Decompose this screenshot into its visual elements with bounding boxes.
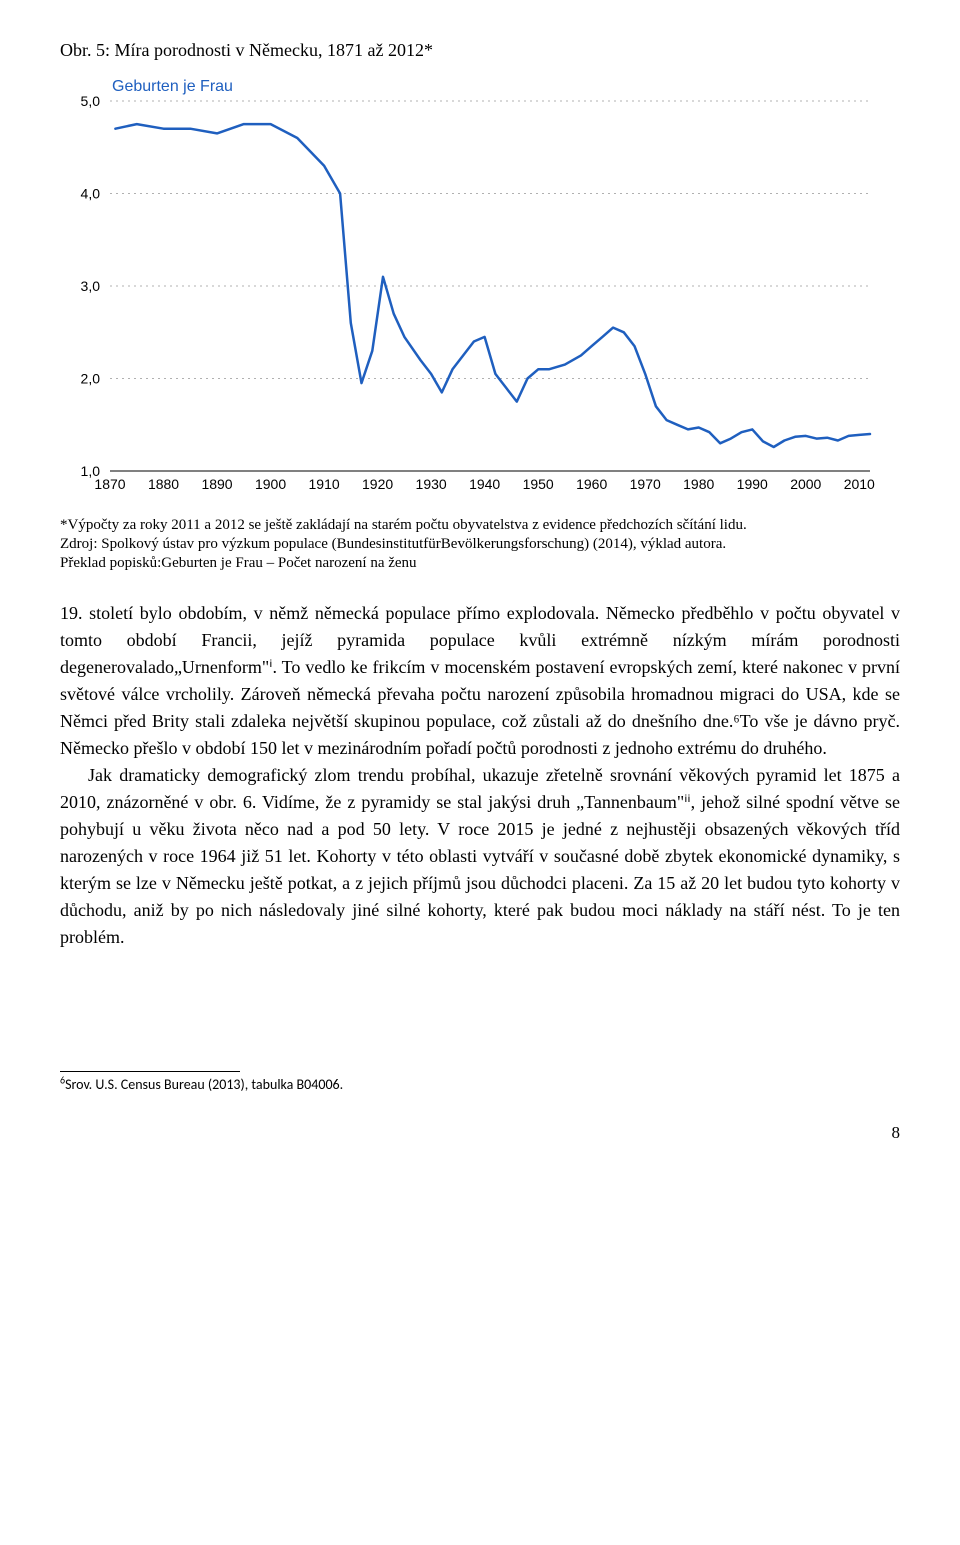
svg-text:1910: 1910 bbox=[309, 476, 340, 492]
svg-text:1890: 1890 bbox=[201, 476, 232, 492]
footnote-text: Srov. U.S. Census Bureau (2013), tabulka… bbox=[65, 1076, 343, 1093]
svg-text:1980: 1980 bbox=[683, 476, 714, 492]
svg-text:2010: 2010 bbox=[844, 476, 875, 492]
chart-svg: 1,02,03,04,05,0Geburten je Frau187018801… bbox=[60, 71, 880, 501]
figure-title: Obr. 5: Míra porodnosti v Německu, 1871 … bbox=[60, 40, 900, 61]
svg-text:1940: 1940 bbox=[469, 476, 500, 492]
svg-text:1900: 1900 bbox=[255, 476, 286, 492]
svg-text:1970: 1970 bbox=[630, 476, 661, 492]
svg-text:5,0: 5,0 bbox=[81, 93, 101, 109]
svg-text:1920: 1920 bbox=[362, 476, 393, 492]
caption-line-2: Zdroj: Spolkový ústav pro výzkum populac… bbox=[60, 535, 900, 554]
svg-text:2,0: 2,0 bbox=[81, 371, 101, 387]
footnote: 6Srov. U.S. Census Bureau (2013), tabulk… bbox=[60, 1076, 900, 1093]
svg-text:3,0: 3,0 bbox=[81, 278, 101, 294]
svg-text:4,0: 4,0 bbox=[81, 186, 101, 202]
svg-text:1930: 1930 bbox=[416, 476, 447, 492]
body-text: 19. století bylo obdobím, v němž německá… bbox=[60, 600, 900, 951]
fertility-chart: 1,02,03,04,05,0Geburten je Frau187018801… bbox=[60, 71, 900, 506]
svg-text:1950: 1950 bbox=[523, 476, 554, 492]
svg-text:1870: 1870 bbox=[94, 476, 125, 492]
figure-caption: *Výpočty za roky 2011 a 2012 se ještě za… bbox=[60, 516, 900, 572]
page-number: 8 bbox=[60, 1123, 900, 1143]
svg-text:2000: 2000 bbox=[790, 476, 821, 492]
paragraph-1: 19. století bylo obdobím, v němž německá… bbox=[60, 600, 900, 762]
svg-text:1990: 1990 bbox=[737, 476, 768, 492]
svg-text:Geburten je Frau: Geburten je Frau bbox=[112, 78, 233, 95]
caption-line-3: Překlad popisků:Geburten je Frau – Počet… bbox=[60, 554, 900, 573]
svg-text:1960: 1960 bbox=[576, 476, 607, 492]
paragraph-2: Jak dramaticky demografický zlom trendu … bbox=[60, 762, 900, 951]
svg-text:1880: 1880 bbox=[148, 476, 179, 492]
footnote-separator bbox=[60, 1071, 240, 1072]
caption-line-1: *Výpočty za roky 2011 a 2012 se ještě za… bbox=[60, 516, 900, 535]
